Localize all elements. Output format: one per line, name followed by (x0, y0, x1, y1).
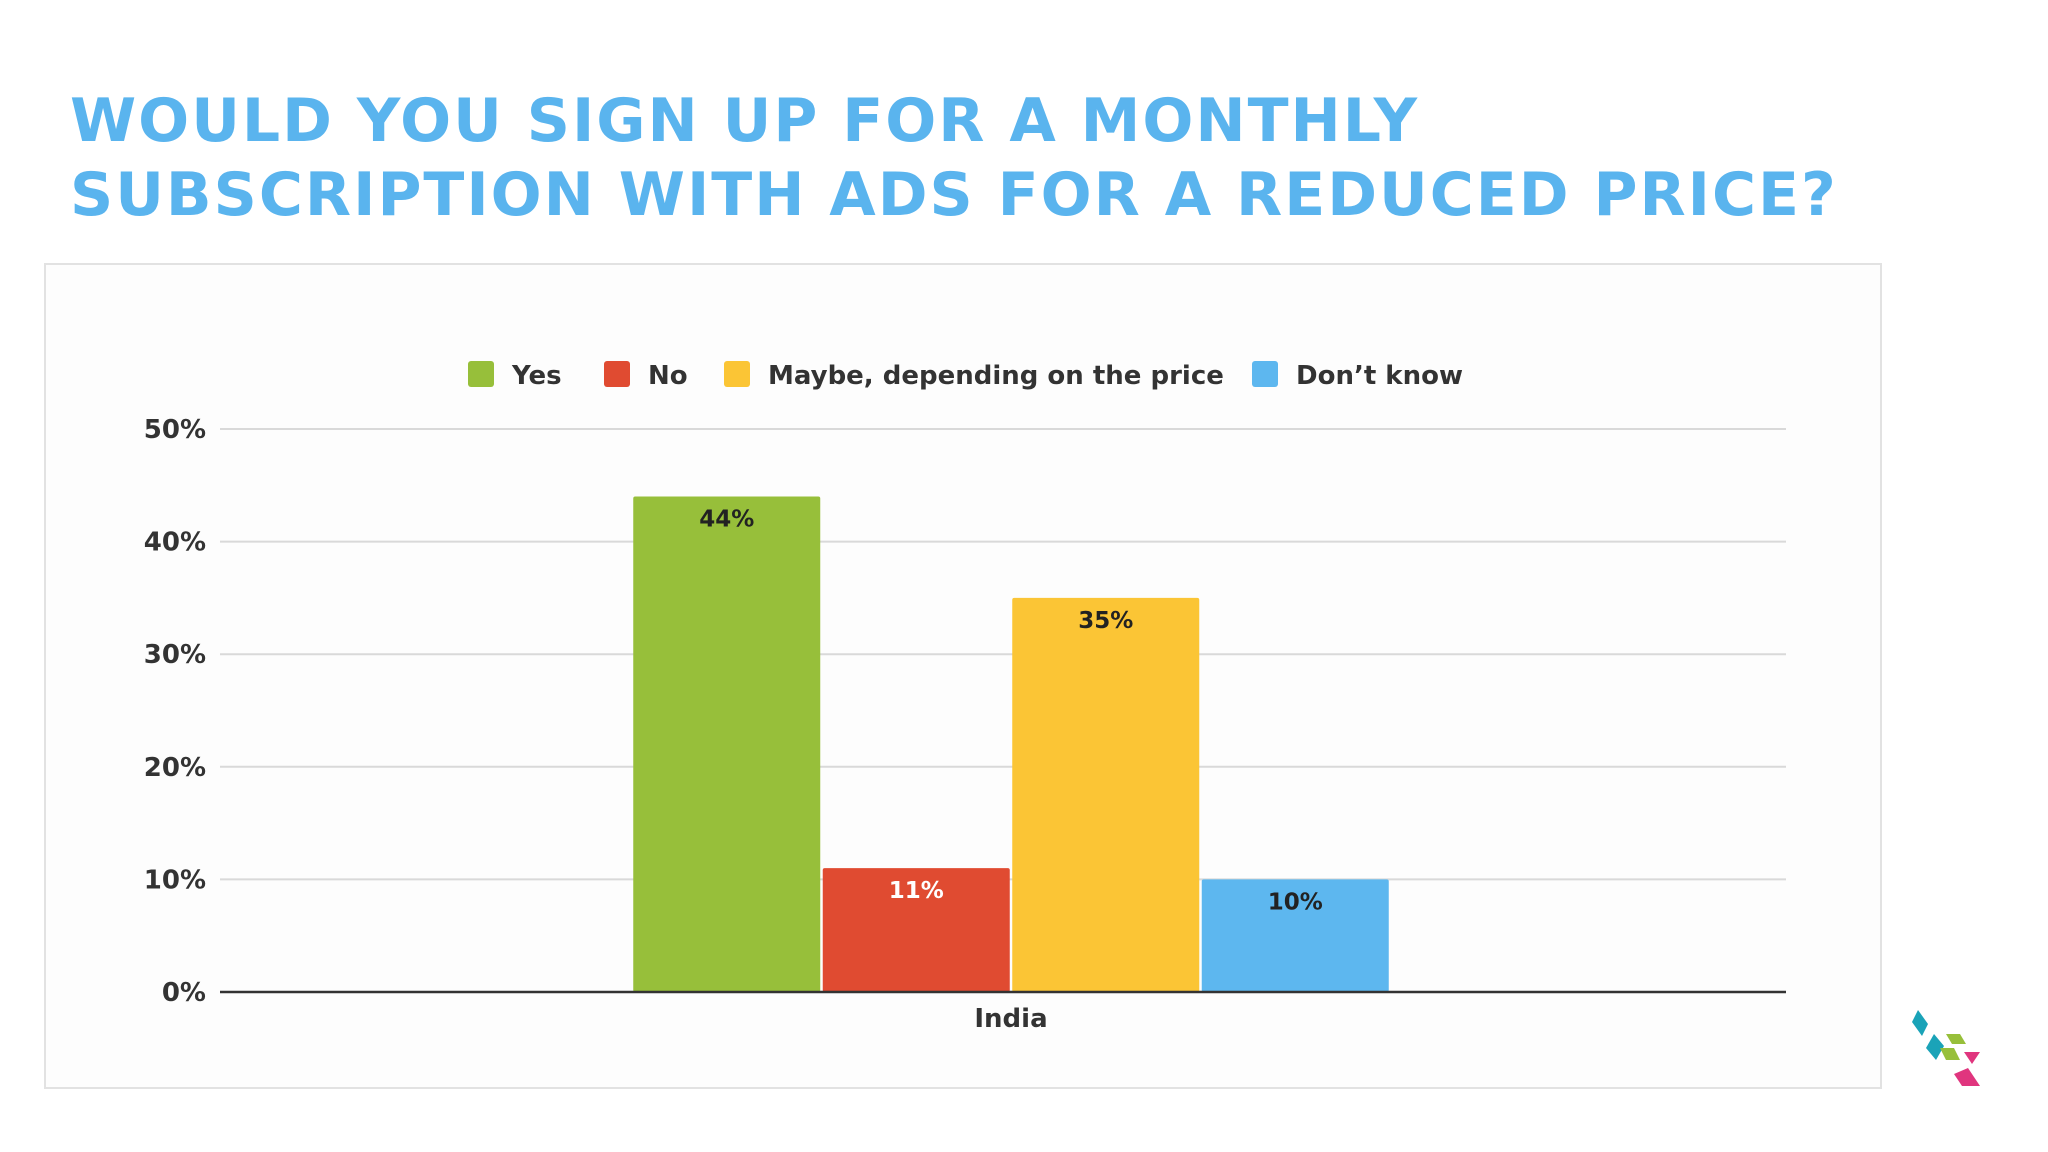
brand-logo (1910, 1010, 1990, 1094)
bar-chart: 0% 10% 20% 30% 40% 50% 44% 11% 35% 10% India Yes No M… (144, 361, 1786, 1034)
legend-label: No (648, 361, 688, 391)
bar-yes (633, 496, 821, 992)
data-label: 44% (699, 507, 754, 533)
bar-maybe-depending-on-the-price (1012, 597, 1200, 992)
slide-title: WOULD YOU SIGN UP FOR A MONTHLY SUBSCRIP… (70, 84, 1970, 232)
y-tick-label: 30% (144, 640, 206, 670)
legend-swatch (724, 361, 750, 387)
slide-title-line-1: WOULD YOU SIGN UP FOR A MONTHLY (70, 86, 1420, 156)
y-tick-label: 40% (144, 528, 206, 558)
stacked-cubes-logo-icon (1912, 1010, 1980, 1086)
data-label: 11% (889, 878, 944, 904)
legend-swatch (1252, 361, 1278, 387)
legend-swatch (468, 361, 494, 387)
legend-label: Don’t know (1296, 361, 1463, 391)
slide-title-line-2: SUBSCRIPTION WITH ADS FOR A REDUCED PRIC… (70, 160, 1838, 230)
y-tick-label: 20% (144, 753, 206, 783)
bar-no (822, 868, 1010, 992)
legend-label: Maybe, depending on the price (768, 361, 1224, 391)
y-tick-label: 50% (144, 415, 206, 445)
legend-label: Yes (511, 361, 562, 391)
chart-frame: 0% 10% 20% 30% 40% 50% 44% 11% 35% 10% India Yes No M… (44, 263, 1882, 1089)
bar-don-t-know (1201, 879, 1389, 992)
y-tick-label: 0% (162, 978, 206, 1008)
legend-swatch (604, 361, 630, 387)
x-category-label: India (974, 1004, 1047, 1034)
data-label: 10% (1268, 889, 1323, 915)
data-label: 35% (1078, 608, 1133, 634)
y-tick-label: 10% (144, 865, 206, 895)
